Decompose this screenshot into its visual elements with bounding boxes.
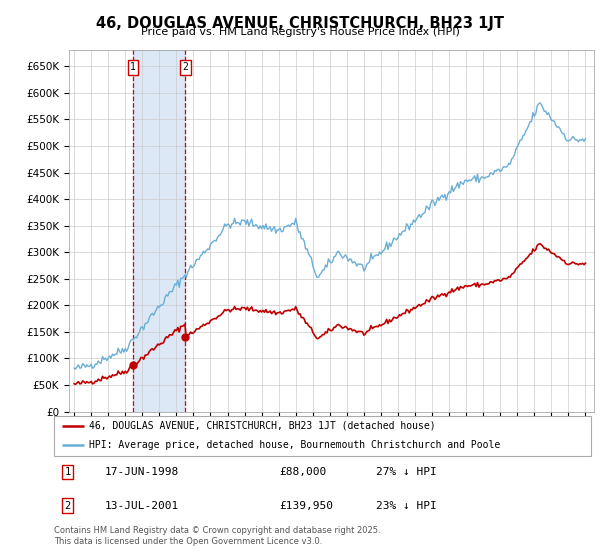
Text: HPI: Average price, detached house, Bournemouth Christchurch and Poole: HPI: Average price, detached house, Bour… — [89, 440, 500, 450]
Text: 1: 1 — [64, 467, 71, 477]
Text: 27% ↓ HPI: 27% ↓ HPI — [376, 467, 437, 477]
Text: 13-JUL-2001: 13-JUL-2001 — [105, 501, 179, 511]
Text: 1: 1 — [130, 62, 136, 72]
Text: £88,000: £88,000 — [280, 467, 327, 477]
Text: 2: 2 — [182, 62, 188, 72]
Text: Contains HM Land Registry data © Crown copyright and database right 2025.
This d: Contains HM Land Registry data © Crown c… — [54, 526, 380, 546]
FancyBboxPatch shape — [54, 416, 591, 456]
Text: 23% ↓ HPI: 23% ↓ HPI — [376, 501, 437, 511]
Text: £139,950: £139,950 — [280, 501, 334, 511]
Text: Price paid vs. HM Land Registry's House Price Index (HPI): Price paid vs. HM Land Registry's House … — [140, 27, 460, 37]
Bar — [133, 50, 185, 412]
Text: 46, DOUGLAS AVENUE, CHRISTCHURCH, BH23 1JT (detached house): 46, DOUGLAS AVENUE, CHRISTCHURCH, BH23 1… — [89, 421, 436, 431]
Text: 2: 2 — [64, 501, 71, 511]
Text: 46, DOUGLAS AVENUE, CHRISTCHURCH, BH23 1JT: 46, DOUGLAS AVENUE, CHRISTCHURCH, BH23 1… — [96, 16, 504, 31]
Text: 17-JUN-1998: 17-JUN-1998 — [105, 467, 179, 477]
